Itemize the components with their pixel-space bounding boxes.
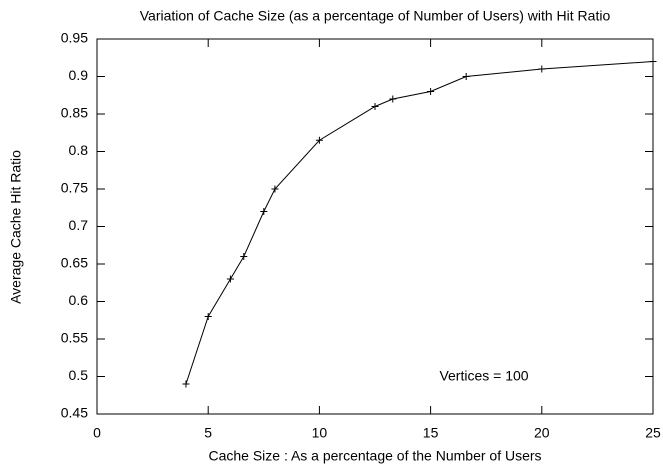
x-tick-label: 10 xyxy=(312,425,328,441)
y-tick-label: 0.75 xyxy=(61,180,88,196)
y-tick-label: 0.65 xyxy=(61,255,88,271)
y-tick-label: 0.95 xyxy=(61,30,88,46)
x-tick-label: 0 xyxy=(93,425,101,441)
point-marker xyxy=(538,65,546,73)
y-axis-label: Average Cache Hit Ratio xyxy=(8,150,24,304)
plot-frame xyxy=(96,38,654,415)
y-tick-label: 0.6 xyxy=(69,292,89,308)
x-tick-label: 15 xyxy=(423,425,439,441)
point-marker xyxy=(371,103,379,110)
point-marker xyxy=(240,253,248,260)
point-marker xyxy=(182,380,190,388)
point-marker xyxy=(649,58,657,65)
chart-title: Variation of Cache Size (as a percentage… xyxy=(140,8,611,24)
point-marker xyxy=(204,313,212,320)
y-tick-label: 0.9 xyxy=(69,67,89,83)
point-marker xyxy=(226,275,234,283)
y-tick-label: 0.8 xyxy=(69,142,89,158)
y-tick-label: 0.45 xyxy=(61,405,88,421)
x-tick-label: 20 xyxy=(534,425,550,441)
annotation: Vertices = 100 xyxy=(439,368,528,384)
point-marker xyxy=(389,95,397,103)
y-tick-label: 0.5 xyxy=(69,367,89,383)
point-marker xyxy=(315,136,323,144)
x-tick-label: 5 xyxy=(204,425,212,441)
y-tick-label: 0.55 xyxy=(61,330,88,346)
y-tick-label: 0.85 xyxy=(61,105,88,121)
point-marker xyxy=(260,208,268,215)
x-axis-label: Cache Size : As a percentage of the Numb… xyxy=(208,448,541,464)
y-tick-label: 0.7 xyxy=(69,217,89,233)
line xyxy=(185,61,654,385)
point-marker xyxy=(271,185,279,193)
x-tick-label: 25 xyxy=(645,425,661,441)
point-marker xyxy=(427,88,435,95)
point-marker xyxy=(462,73,470,80)
